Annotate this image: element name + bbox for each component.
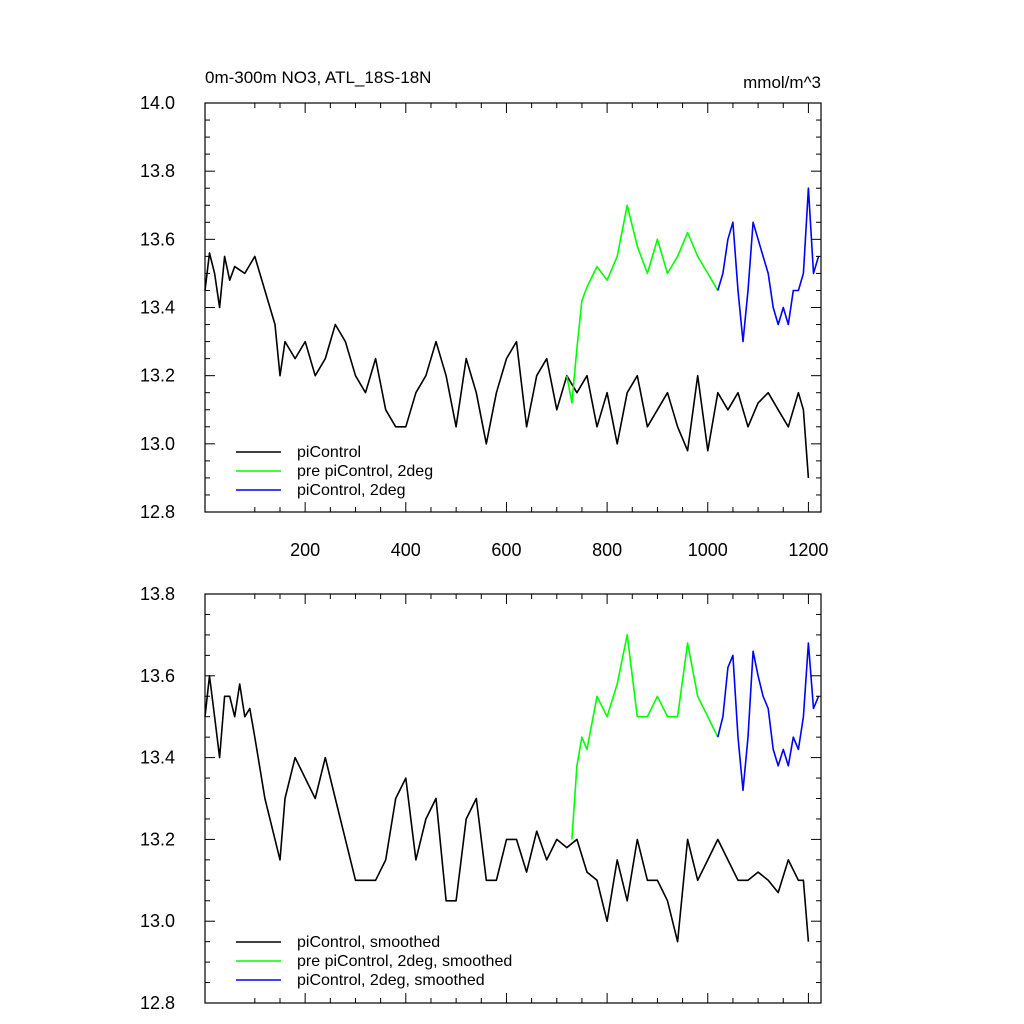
x-tick-label: 200 [290, 540, 320, 560]
y-tick-label: 13.4 [140, 298, 175, 318]
y-tick-label: 13.8 [140, 584, 175, 604]
y-tick-label: 12.8 [140, 502, 175, 522]
x-tick-label: 800 [592, 540, 622, 560]
top-chart-units: mmol/m^3 [743, 73, 821, 92]
series-line-0-0 [204, 252, 810, 478]
bottom-chart-frame: 12.8 13.0 13.2 13.4 13.6 13.8 piControl, smoot… [140, 584, 822, 1013]
legend-label: piControl, smoothed [297, 934, 440, 951]
y-tick-label: 13.2 [140, 829, 175, 849]
series-line-0-2 [717, 187, 820, 343]
series-line-1-1 [571, 634, 719, 840]
legend-label: piControl [297, 444, 361, 461]
series-line-1-0 [204, 674, 810, 943]
y-tick-label: 13.2 [140, 366, 175, 386]
y-tick-label: 14.0 [140, 93, 175, 113]
legend-label: pre piControl, 2deg, smoothed [297, 953, 512, 970]
x-tick-label: 1200 [788, 540, 828, 560]
y-tick-label: 13.6 [140, 229, 175, 249]
y-tick-label: 12.8 [140, 993, 175, 1013]
legend-label: pre piControl, 2deg [297, 463, 433, 480]
series-line-1-2 [717, 642, 820, 792]
top-chart: 0m-300m NO3, ATL_18S-18N mmol/m^3 12.8 13… [140, 68, 828, 560]
y-tick-label: 13.6 [140, 666, 175, 686]
y-tick-label: 13.0 [140, 434, 175, 454]
legend-label: piControl, 2deg [297, 482, 406, 499]
series-line-0-1 [566, 204, 719, 404]
x-tick-label: 400 [391, 540, 421, 560]
top-chart-frame: 12.8 13.0 13.2 13.4 13.6 13.8 14.0 200 400 600 800… [140, 93, 828, 560]
top-chart-title: 0m-300m NO3, ATL_18S-18N [205, 68, 431, 87]
bottom-chart-marks [204, 634, 820, 943]
bottom-chart: 12.8 13.0 13.2 13.4 13.6 13.8 piControl, smoot… [140, 584, 822, 1013]
y-tick-label: 13.4 [140, 748, 175, 768]
x-tick-label: 600 [491, 540, 521, 560]
y-tick-label: 13.0 [140, 911, 175, 931]
top-chart-marks [204, 187, 820, 478]
legend-label: piControl, 2deg, smoothed [297, 972, 485, 989]
y-tick-label: 13.8 [140, 161, 175, 181]
x-tick-label: 1000 [688, 540, 728, 560]
